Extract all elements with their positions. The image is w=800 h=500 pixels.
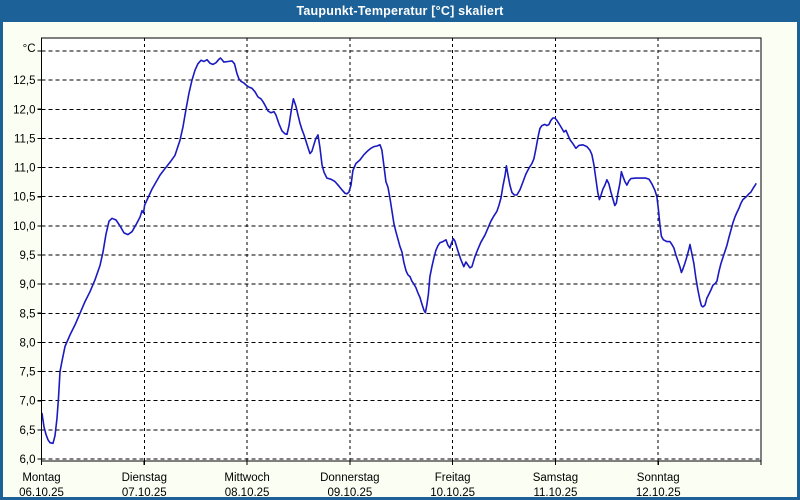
y-tick-label: 6,0 <box>20 454 36 466</box>
window-title: Taupunkt-Temperatur [°C] skaliert <box>296 4 504 18</box>
y-axis-unit: °C <box>23 43 36 55</box>
x-day-label: Montag <box>22 472 60 484</box>
x-day-label: Sonntag <box>637 472 680 484</box>
y-tick-label: 12,0 <box>13 104 35 116</box>
x-day-label: Freitag <box>435 472 471 484</box>
y-tick-label: 8,5 <box>20 308 36 320</box>
x-date-label: 06.10.25 <box>19 487 64 497</box>
y-tick-label: 7,5 <box>20 367 36 379</box>
x-date-label: 12.10.25 <box>636 487 681 497</box>
y-tick-label: 10,5 <box>13 192 35 204</box>
x-day-label: Donnerstag <box>320 472 379 484</box>
x-date-label: 10.10.25 <box>430 487 475 497</box>
x-date-label: 08.10.25 <box>225 487 270 497</box>
y-tick-label: 9,5 <box>20 250 36 262</box>
x-date-label: 09.10.25 <box>327 487 372 497</box>
x-date-label: 07.10.25 <box>122 487 167 497</box>
x-day-label: Dienstag <box>122 472 167 484</box>
y-tick-label: 12,5 <box>13 75 35 87</box>
y-tick-label: 10,0 <box>13 221 35 233</box>
x-date-label: 11.10.25 <box>533 487 577 497</box>
y-tick-label: 8,0 <box>20 337 36 349</box>
chart-content: 6,0 6,5 7,0 7,5 8,0 8,5 9,0 9,5 10,0 10,5 11,0 11,5… <box>3 22 797 499</box>
y-tick-label: 11,0 <box>14 163 36 175</box>
y-tick-label: 9,0 <box>20 279 36 291</box>
chart-svg: 6,0 6,5 7,0 7,5 8,0 8,5 9,0 9,5 10,0 10,5 11,0 11,5… <box>13 37 762 499</box>
y-tick-label: 7,0 <box>20 396 36 408</box>
y-tick-label: 6,5 <box>20 425 36 437</box>
plot-frame <box>40 37 762 462</box>
dewpoint-line <box>41 57 757 445</box>
y-tick-label: 11,5 <box>14 133 36 145</box>
x-day-label: Mittwoch <box>224 472 269 484</box>
x-day-label: Samstag <box>533 472 578 484</box>
